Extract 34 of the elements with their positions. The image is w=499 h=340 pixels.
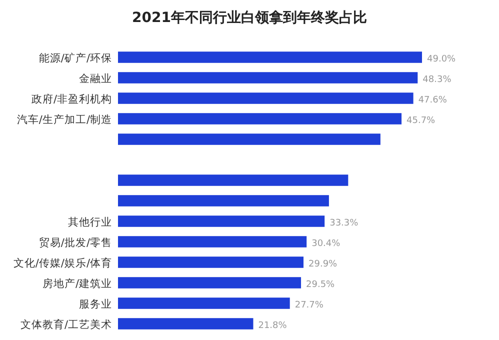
data-label: 33.3% (330, 218, 359, 228)
y-tick-label: 金融业 (79, 72, 112, 85)
data-label: 21.8% (258, 320, 288, 331)
y-tick-label: 能源/矿产/环保 (38, 51, 112, 64)
data-label: 48.3% (422, 74, 452, 85)
bar (118, 52, 422, 63)
y-tick-label: 其他行业 (68, 215, 112, 228)
bar (118, 298, 290, 309)
bar (118, 236, 307, 248)
bar (118, 277, 302, 288)
y-tick-label: 汽车/生产加工/制造 (16, 112, 112, 126)
bar (118, 72, 418, 84)
y-tick-label: 文体教育/工艺美术 (20, 318, 112, 331)
bar (118, 92, 414, 104)
y-tick-label: 服务业 (79, 297, 112, 310)
bar (118, 318, 254, 330)
bar (118, 113, 402, 124)
bar (118, 134, 380, 145)
data-label: 27.7% (294, 300, 324, 310)
bar (118, 195, 329, 206)
bar (118, 256, 304, 268)
data-label: 47.6% (418, 95, 448, 106)
data-label: 45.7% (406, 116, 436, 126)
data-label: 29.9% (308, 259, 338, 270)
data-label: 30.4% (312, 238, 341, 249)
data-label: 49.0% (427, 54, 456, 64)
y-tick-label: 文化/传媒/娱乐/体育 (13, 256, 112, 270)
bar (118, 216, 325, 227)
data-label: 29.5% (306, 280, 336, 290)
y-tick-label: 贸易/批发/零售 (38, 236, 112, 249)
y-tick-label: 政府/非盈利机构 (31, 92, 112, 106)
y-tick-label: 房地产/建筑业 (42, 276, 112, 290)
chart-title: 2021年不同行业白领拿到年终奖占比 (132, 10, 367, 26)
bar (118, 174, 348, 186)
